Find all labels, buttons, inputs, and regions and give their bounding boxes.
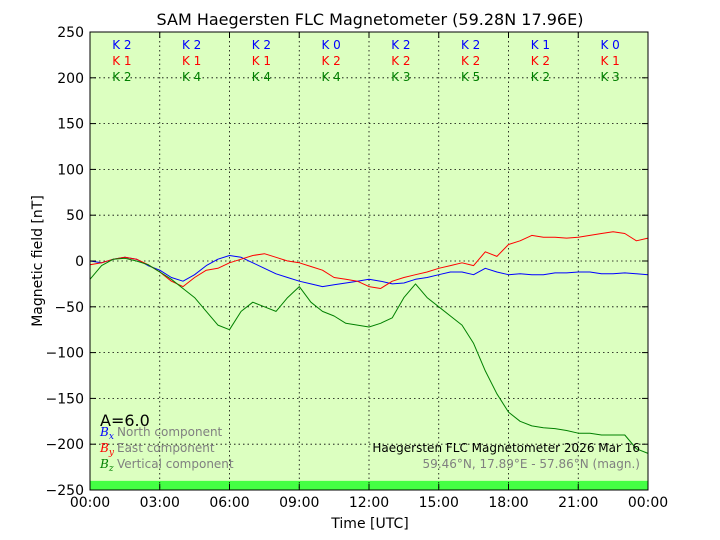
y-tick-label: −250: [46, 483, 84, 499]
k-index-vertical: K 4: [321, 70, 340, 84]
k-index-east: K 2: [531, 54, 550, 68]
k-index-east: K 2: [391, 54, 410, 68]
k-index-north: K 1: [531, 38, 550, 52]
x-tick-label: 12:00: [349, 495, 389, 511]
series-lines: [89, 231, 649, 454]
legend-symbol: By: [99, 441, 115, 458]
k-index-north: K 0: [321, 38, 340, 52]
y-tick-label: −200: [46, 437, 84, 453]
k-index-vertical: K 4: [252, 70, 271, 84]
k-index-vertical: K 3: [600, 70, 619, 84]
series-line-vertical-component: [89, 257, 649, 454]
x-tick-label: 09:00: [279, 495, 319, 511]
x-tick-label: 21:00: [558, 495, 598, 511]
k-index-north: K 2: [252, 38, 271, 52]
grid-lines: [90, 32, 648, 490]
k-index-east: K 1: [252, 54, 271, 68]
a-index-label: A=6.0: [100, 411, 150, 430]
series-line-north-component: [89, 255, 649, 288]
x-tick-label: 18:00: [488, 495, 528, 511]
k-index-vertical: K 4: [182, 70, 201, 84]
y-tick-label: 200: [57, 71, 84, 87]
x-tick-label: 06:00: [209, 495, 249, 511]
k-index-vertical: K 3: [391, 70, 410, 84]
y-tick-label: −100: [46, 346, 84, 362]
footer-coordinates: 59.46°N, 17.89°E - 57.86°N (magn.): [423, 457, 640, 471]
k-index-north: K 0: [600, 38, 619, 52]
x-tick-label: 00:00: [628, 495, 668, 511]
x-tick-label: 03:00: [140, 495, 180, 511]
y-tick-label: 0: [75, 254, 84, 270]
legend-symbol: Bx: [99, 425, 114, 442]
k-index-north: K 2: [112, 38, 131, 52]
y-tick-label: −150: [46, 391, 84, 407]
chart-title: SAM Haegersten FLC Magnetometer (59.28N …: [157, 10, 584, 29]
k-index-east: K 1: [182, 54, 201, 68]
x-tick-label: 15:00: [419, 495, 459, 511]
series-line-east-component: [89, 231, 649, 289]
axis-ticks: 00:00 03:00 06:00 09:00 12:00 15:00 18:00 21:00…: [46, 25, 669, 511]
k-index-north: K 2: [461, 38, 480, 52]
k-index-north: K 2: [391, 38, 410, 52]
k-index-table: K 2 K 2 K 2 K 0 K 2 K 2 K 1 K 0 K 1 K 1 K 1 K 2 K 2 K…: [112, 38, 620, 84]
k-index-north: K 2: [182, 38, 201, 52]
y-tick-label: −50: [54, 300, 84, 316]
y-axis-label: Magnetic field [nT]: [30, 195, 46, 327]
x-tick-label: 00:00: [70, 495, 110, 511]
footer-title: Haegersten FLC Magnetometer 2026 Mar 16: [372, 441, 640, 455]
x-axis-label: Time [UTC]: [330, 516, 408, 532]
k-index-east: K 1: [600, 54, 619, 68]
y-tick-label: 50: [66, 208, 84, 224]
y-tick-label: 150: [57, 117, 84, 133]
k-index-vertical: K 5: [461, 70, 480, 84]
k-index-east: K 2: [321, 54, 340, 68]
y-tick-label: 250: [57, 25, 84, 41]
legend-label: Vertical component: [117, 457, 234, 471]
k-index-east: K 2: [461, 54, 480, 68]
k-index-vertical: K 2: [531, 70, 550, 84]
legend-label: East component: [117, 441, 215, 455]
k-index-vertical: K 2: [112, 70, 131, 84]
k-index-east: K 1: [112, 54, 131, 68]
legend-label: North component: [117, 425, 223, 439]
legend-symbol: Bz: [99, 457, 114, 474]
y-tick-label: 100: [57, 162, 84, 178]
